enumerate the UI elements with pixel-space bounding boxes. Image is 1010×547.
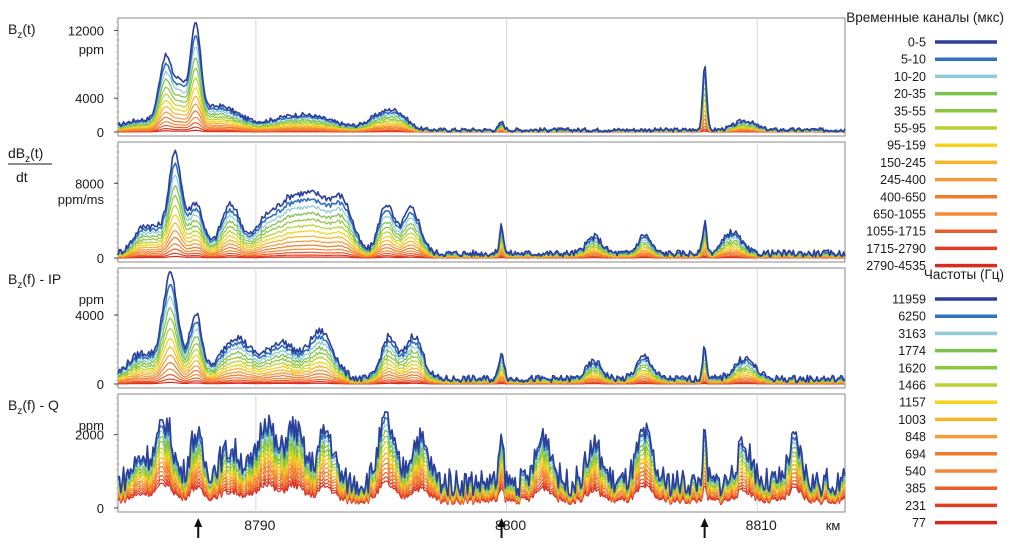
- y-tick-label: 4000: [75, 91, 104, 106]
- x-axis-unit: км: [826, 518, 841, 533]
- legend-item: 694: [905, 447, 997, 461]
- y-axis-unit: ppm/ms: [58, 192, 105, 207]
- legend-label: 150-245: [880, 156, 926, 170]
- legend-item: 400-650: [880, 190, 997, 204]
- legend-item: 95-159: [887, 139, 997, 153]
- legend-label: 77: [912, 516, 926, 530]
- legend-item: 3163: [898, 327, 997, 341]
- legend-item: 385: [905, 482, 997, 496]
- legend-item: 77: [912, 516, 997, 530]
- legend-label: 1620: [898, 361, 926, 375]
- legends: Временные каналы (мкс) 0-5 5-10 10-20 20-35 3…: [846, 10, 1004, 530]
- legend-label: 1157: [899, 396, 926, 410]
- panel-frame: [117, 267, 846, 389]
- legend-item: 10-20: [894, 70, 997, 84]
- legend-label: 55-95: [894, 122, 926, 136]
- legend-label: 1774: [898, 344, 926, 358]
- legend-label: 5-10: [901, 53, 926, 67]
- legend-label: 245-400: [880, 173, 926, 187]
- legend-item: 20-35: [894, 87, 997, 101]
- series-line-1: [117, 270, 846, 384]
- legend-item: 848: [905, 430, 997, 444]
- legend-item: 245-400: [880, 173, 997, 187]
- y-axis-unit: ppm: [79, 42, 104, 57]
- x-axis: 8790 8800 8810 км: [194, 517, 840, 538]
- panel-2: 8000 0 dBz(t) dt ppm/ms: [8, 141, 846, 266]
- legend-item: 1466: [898, 379, 997, 393]
- legend-item: 6250: [898, 310, 997, 324]
- y-axis-label: Bz(t): [8, 21, 36, 41]
- legend-item: 1003: [898, 413, 997, 427]
- y-tick-label: 2000: [75, 428, 104, 443]
- y-axis-unit: ppm: [79, 418, 104, 433]
- legend-label: 6250: [898, 310, 926, 324]
- legend-item: 540: [905, 465, 997, 479]
- legend-item: 1055-1715: [866, 225, 997, 239]
- y-axis-label: Bz(f) - Q: [8, 397, 59, 417]
- legend-label: 1055-1715: [866, 225, 926, 239]
- legend-label: 650-1055: [873, 208, 926, 222]
- legend-item: 2790-4535: [866, 259, 997, 273]
- legend-label: 11959: [892, 293, 926, 307]
- legend-title: Временные каналы (мкс): [846, 10, 1004, 25]
- legend-item: 231: [905, 499, 997, 513]
- arrow-marker: [194, 518, 203, 538]
- legend-frequencies: Частоты (Гц) 11959 6250 3163 1774 1620 1466 115…: [892, 267, 1004, 530]
- legend-title: Частоты (Гц): [924, 267, 1004, 282]
- legend-label: 20-35: [894, 87, 926, 101]
- y-tick-label: 4000: [75, 308, 104, 323]
- legend-label: 385: [905, 482, 926, 496]
- legend-label: 231: [905, 499, 926, 513]
- series-line-1: [117, 149, 846, 258]
- legend-label: 694: [905, 447, 926, 461]
- series-line-1: [117, 411, 846, 497]
- legend-item: 1715-2790: [866, 242, 997, 256]
- panel-3: 4000 0 Bz(f) - IP ppm: [8, 267, 846, 392]
- legend-item: 0-5: [908, 36, 997, 50]
- legend-label: 10-20: [894, 70, 926, 84]
- arrow-marker: [700, 518, 709, 538]
- y-tick-label: 0: [97, 125, 104, 140]
- y-axis-label-denominator: dt: [16, 169, 28, 185]
- legend-label: 3163: [898, 327, 926, 341]
- legend-item: 1620: [898, 361, 997, 375]
- legend-label: 848: [905, 430, 926, 444]
- y-tick-label: 12000: [68, 23, 104, 38]
- legend-time-channels: Временные каналы (мкс) 0-5 5-10 10-20 20-35 3…: [846, 10, 1004, 273]
- legend-item: 35-55: [894, 104, 997, 118]
- x-tick-label: 8790: [244, 517, 275, 533]
- legend-label: 0-5: [908, 36, 926, 50]
- legend-item: 11959: [892, 293, 997, 307]
- legend-label: 95-159: [887, 139, 926, 153]
- legend-label: 1003: [898, 413, 926, 427]
- panel-4: 2000 0 Bz(f) - Q ppm: [8, 393, 846, 516]
- legend-label: 1715-2790: [866, 242, 926, 256]
- panel-1: 12000 4000 0 Bz(t) ppm: [8, 17, 846, 140]
- arrow-marker: [497, 518, 506, 538]
- legend-item: 1774: [898, 344, 997, 358]
- y-tick-label: 0: [97, 501, 104, 516]
- x-tick-label: 8810: [746, 517, 777, 533]
- legend-item: 150-245: [880, 156, 997, 170]
- legend-item: 5-10: [901, 53, 997, 67]
- legend-label: 35-55: [894, 104, 926, 118]
- y-axis-label: dBz(t): [8, 145, 43, 165]
- y-axis-label: Bz(f) - IP: [8, 271, 61, 291]
- legend-item: 1157: [899, 396, 997, 410]
- panel-frame: [117, 141, 846, 263]
- y-tick-label: 0: [97, 251, 104, 266]
- legend-label: 400-650: [880, 190, 926, 204]
- legend-label: 1466: [898, 379, 926, 393]
- legend-label: 540: [905, 465, 926, 479]
- legend-label: 2790-4535: [866, 259, 926, 273]
- legend-item: 650-1055: [873, 208, 997, 222]
- legend-item: 55-95: [894, 122, 997, 136]
- y-tick-label: 8000: [75, 176, 104, 191]
- y-tick-label: 0: [97, 377, 104, 392]
- series-line-1: [117, 22, 846, 133]
- y-axis-unit: ppm: [79, 292, 104, 307]
- panels: 12000 4000 0 Bz(t) ppm 8000 0 dBz(t) dt ppm/ms 400…: [8, 17, 846, 516]
